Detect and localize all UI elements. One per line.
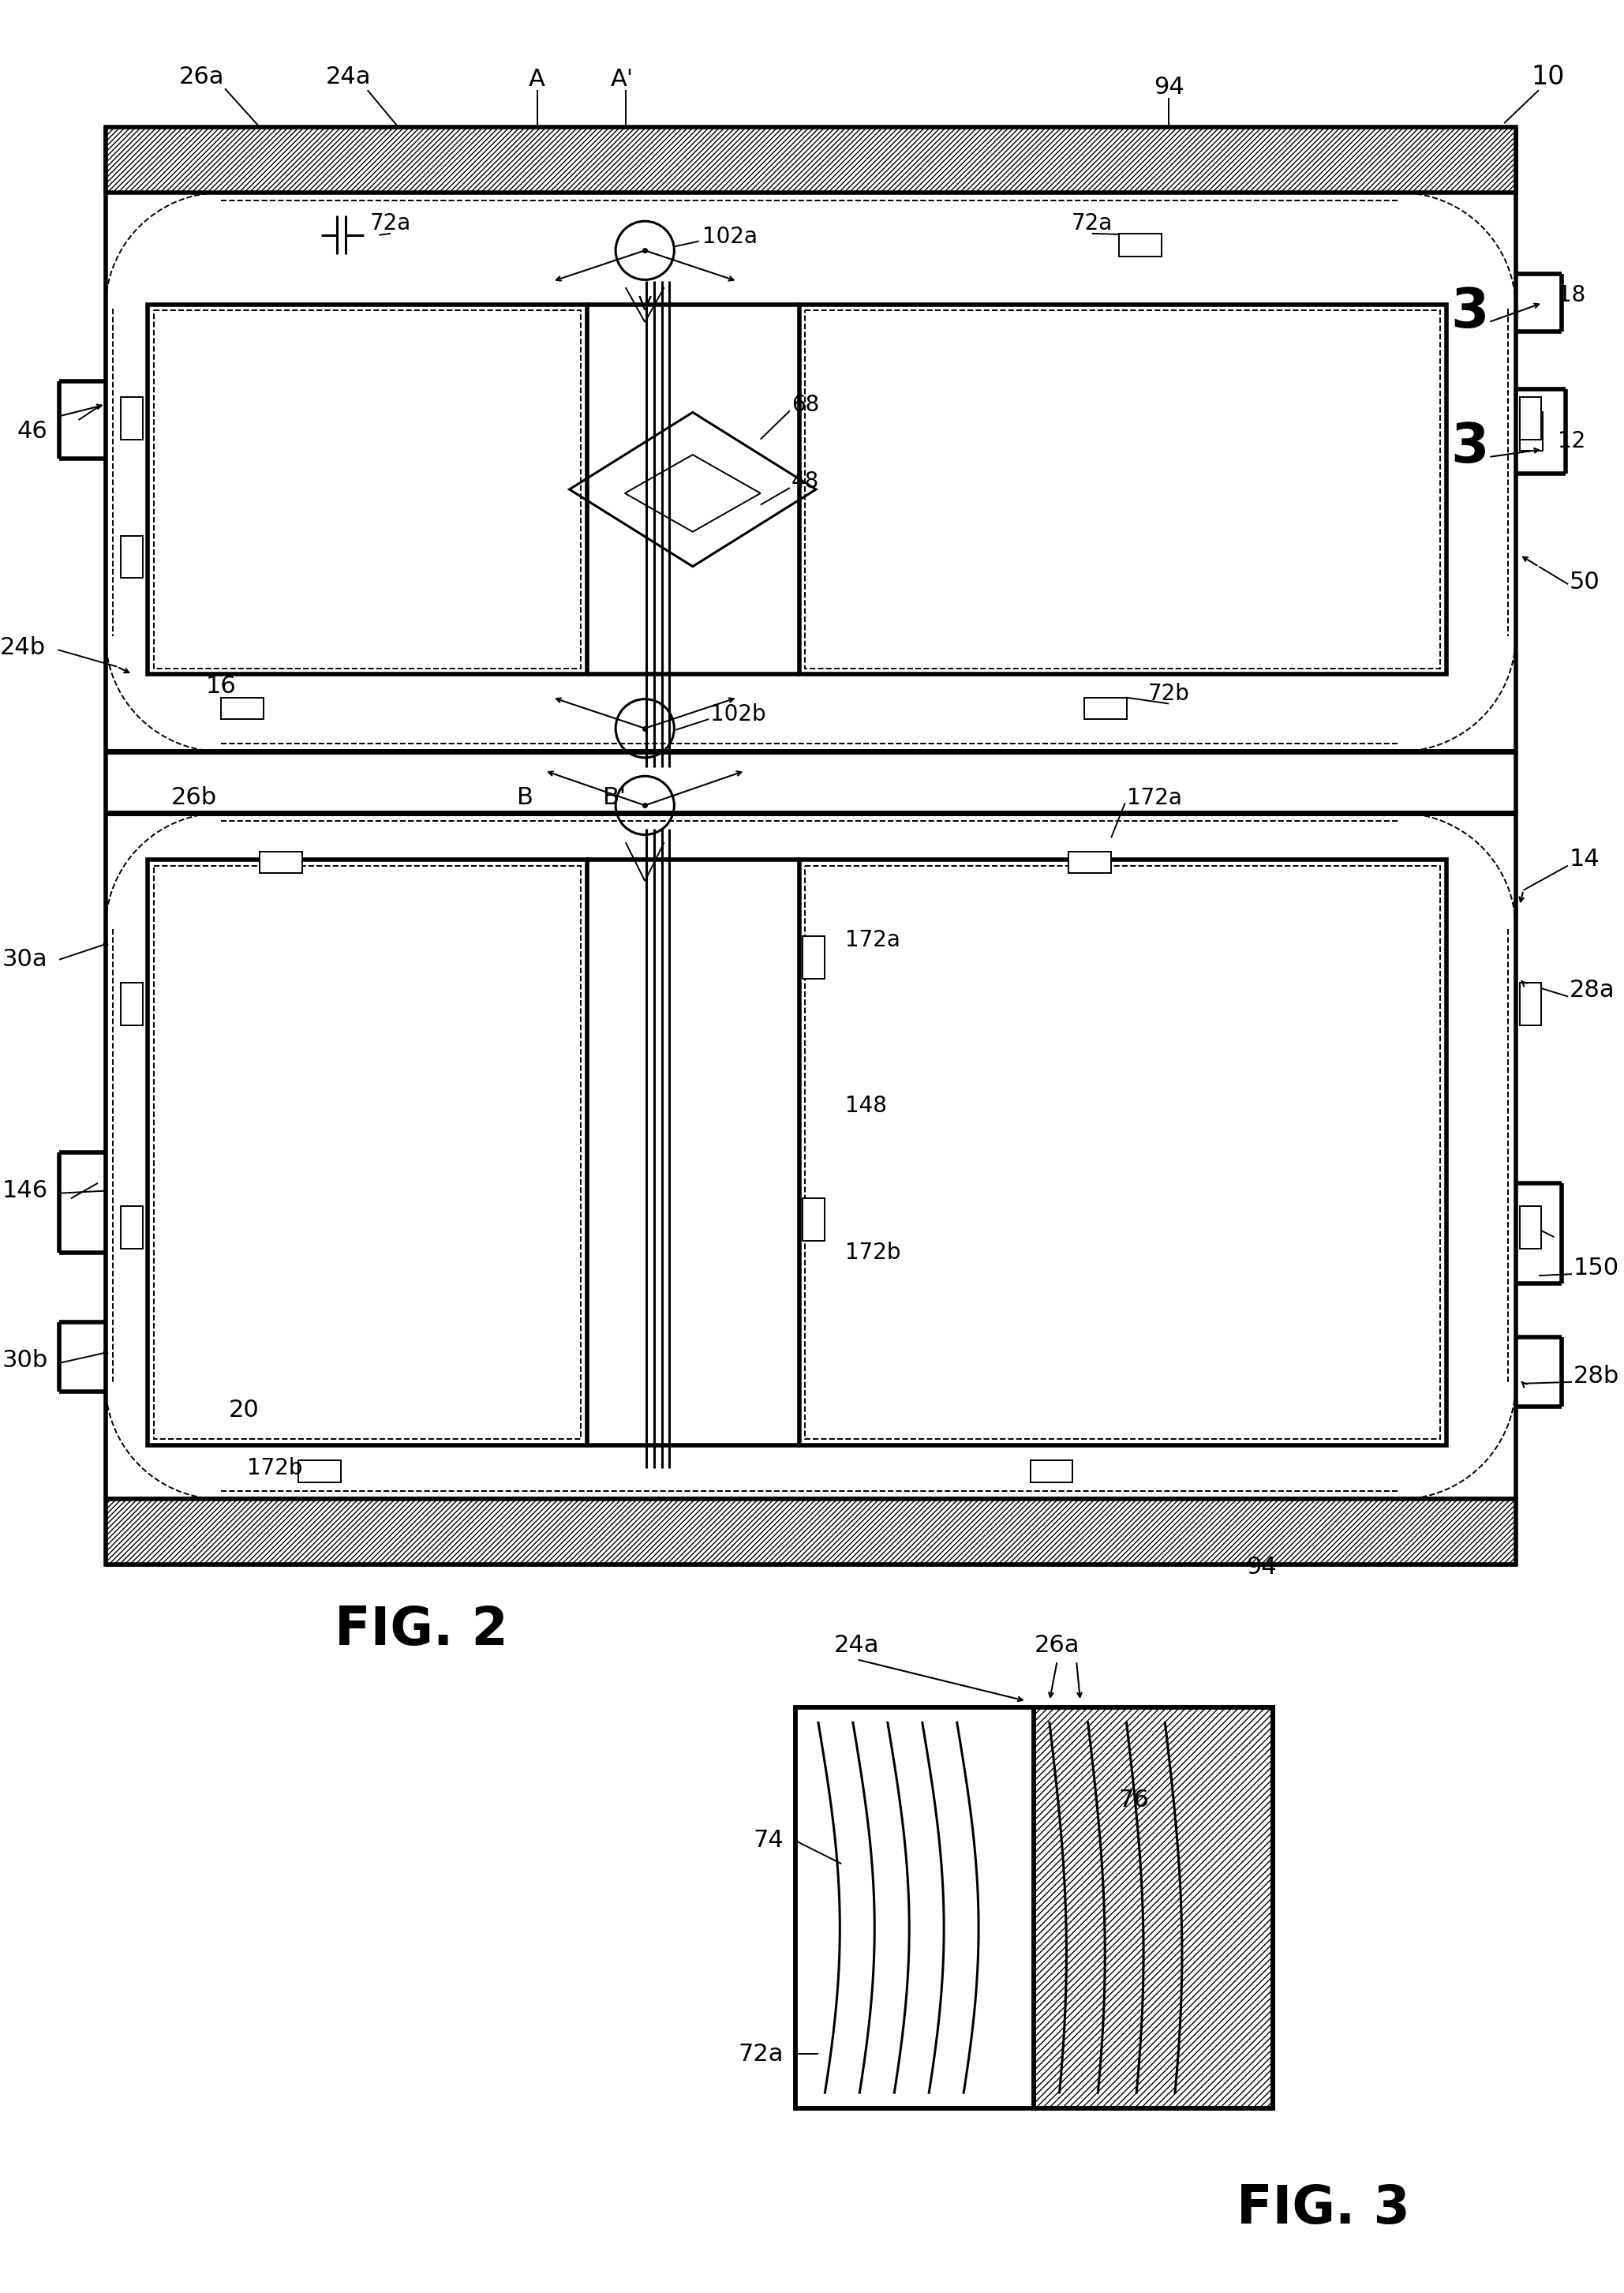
Text: 172b: 172b bbox=[844, 1241, 901, 1263]
Text: 94: 94 bbox=[1246, 1555, 1276, 1578]
Text: 150: 150 bbox=[1574, 1257, 1619, 1279]
Bar bbox=[120, 397, 143, 440]
Bar bbox=[120, 537, 143, 578]
Bar bbox=[299, 1461, 341, 1481]
Text: 26a: 26a bbox=[179, 66, 224, 89]
Text: 10: 10 bbox=[1531, 64, 1564, 89]
Text: 172a: 172a bbox=[844, 929, 900, 952]
Text: 18: 18 bbox=[1557, 284, 1587, 307]
Text: FIG. 3: FIG. 3 bbox=[1236, 2183, 1410, 2233]
Text: 24a: 24a bbox=[325, 66, 370, 89]
Text: 28b: 28b bbox=[1574, 1364, 1619, 1387]
Text: 102b: 102b bbox=[710, 704, 767, 725]
Text: 172a: 172a bbox=[1127, 786, 1182, 809]
Text: 72b: 72b bbox=[1148, 683, 1190, 704]
Text: 102a: 102a bbox=[703, 225, 758, 248]
Text: 28a: 28a bbox=[1570, 979, 1616, 1002]
Text: 20: 20 bbox=[229, 1399, 260, 1422]
Bar bbox=[799, 305, 1447, 674]
Text: 26b: 26b bbox=[172, 786, 218, 809]
Text: 24b: 24b bbox=[0, 635, 45, 658]
Bar bbox=[806, 310, 1440, 667]
Bar bbox=[106, 1500, 1515, 1564]
Bar bbox=[1030, 1461, 1072, 1481]
Text: 48: 48 bbox=[791, 470, 818, 493]
Text: 68: 68 bbox=[791, 394, 818, 415]
Text: 172b: 172b bbox=[247, 1458, 302, 1479]
Text: 74: 74 bbox=[754, 1830, 784, 1853]
Text: B': B' bbox=[603, 786, 625, 809]
Bar bbox=[1520, 984, 1541, 1025]
Text: 146: 146 bbox=[2, 1179, 47, 1202]
Bar bbox=[1034, 1708, 1273, 2107]
Text: 94: 94 bbox=[1153, 76, 1184, 99]
Bar bbox=[148, 305, 588, 674]
Bar bbox=[148, 860, 588, 1445]
Text: 24a: 24a bbox=[833, 1635, 879, 1658]
Bar bbox=[799, 860, 1447, 1445]
Text: 30a: 30a bbox=[2, 947, 47, 970]
Text: 46: 46 bbox=[18, 420, 47, 443]
Text: 12: 12 bbox=[1557, 431, 1587, 452]
Bar bbox=[154, 864, 581, 1440]
Text: 72a: 72a bbox=[370, 213, 411, 234]
Bar bbox=[154, 310, 581, 667]
Bar bbox=[1069, 851, 1111, 874]
Text: 16: 16 bbox=[206, 674, 237, 697]
Bar bbox=[1520, 1206, 1541, 1250]
Bar bbox=[120, 984, 143, 1025]
Text: 14: 14 bbox=[1570, 848, 1600, 871]
Bar bbox=[796, 1708, 1273, 2107]
Bar bbox=[1520, 413, 1543, 452]
Bar bbox=[806, 864, 1440, 1440]
Text: 72a: 72a bbox=[1072, 213, 1112, 234]
Bar bbox=[106, 126, 1515, 193]
Text: 72a: 72a bbox=[739, 2043, 784, 2066]
Text: 76: 76 bbox=[1119, 1789, 1150, 1811]
Bar bbox=[221, 697, 263, 720]
Bar bbox=[1119, 234, 1161, 257]
Bar bbox=[260, 851, 302, 874]
Text: 26a: 26a bbox=[1034, 1635, 1080, 1658]
Text: 3: 3 bbox=[1450, 420, 1489, 472]
Text: A: A bbox=[529, 69, 546, 92]
Bar bbox=[802, 1199, 825, 1241]
Bar bbox=[1520, 397, 1541, 440]
Text: 30b: 30b bbox=[2, 1348, 47, 1371]
Text: 50: 50 bbox=[1570, 571, 1600, 594]
Text: FIG. 2: FIG. 2 bbox=[335, 1605, 508, 1656]
Text: A': A' bbox=[611, 69, 633, 92]
Text: B: B bbox=[516, 786, 534, 809]
Text: 3: 3 bbox=[1450, 287, 1489, 339]
Bar bbox=[120, 1206, 143, 1250]
Bar bbox=[796, 1708, 1273, 2107]
Bar bbox=[802, 936, 825, 979]
Bar bbox=[1085, 697, 1127, 720]
Text: V: V bbox=[638, 296, 651, 314]
Text: 148: 148 bbox=[844, 1096, 887, 1117]
